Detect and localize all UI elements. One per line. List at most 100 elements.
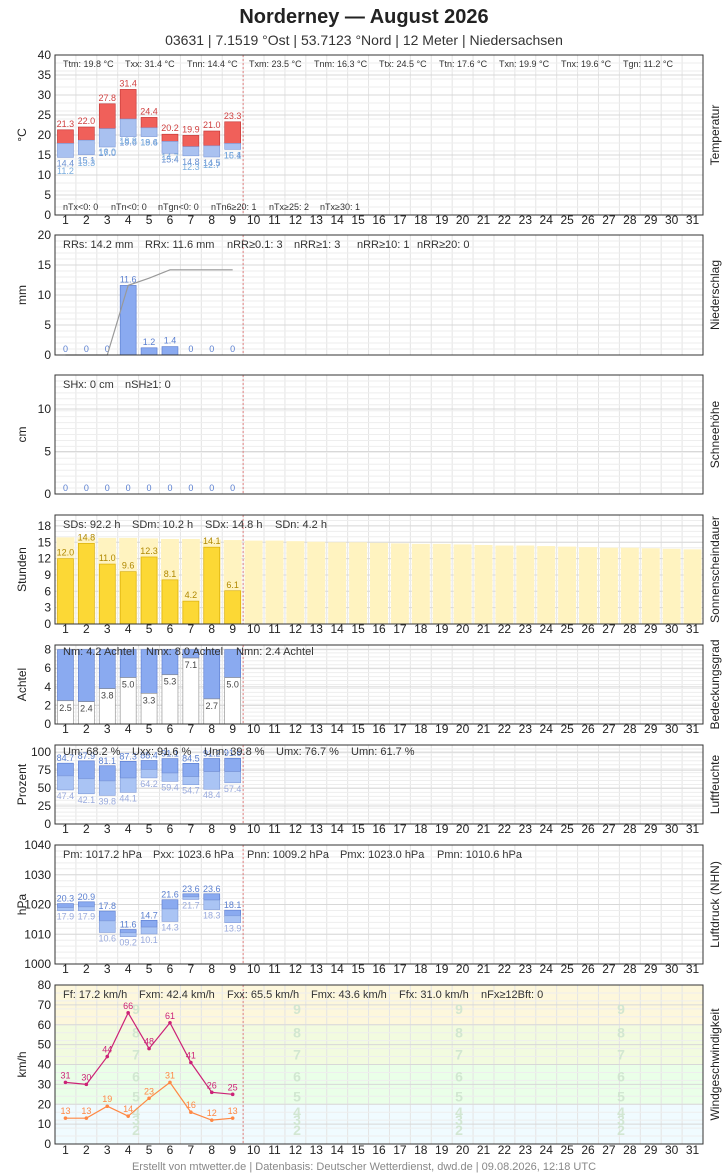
- rain-label: 0: [84, 344, 89, 354]
- y-tick-label: 8: [44, 643, 51, 657]
- tmax-bar: [224, 121, 241, 144]
- side-label: Luftfeuchte: [708, 754, 722, 814]
- x-tick-label: 11: [268, 622, 281, 636]
- x-tick-label: 25: [560, 213, 574, 227]
- sun-possible-bar: [599, 547, 618, 624]
- y-tick-label: 3: [44, 601, 51, 615]
- sun-label: 8.1: [164, 569, 177, 579]
- humid-min-label: 44.1: [119, 793, 137, 803]
- x-tick-label: 14: [331, 622, 345, 636]
- side-label: Sonnenscheindauer: [708, 516, 722, 623]
- x-tick-label: 25: [560, 622, 574, 636]
- rain-label: 0: [209, 344, 214, 354]
- top-stat: Fxx: 65.5 km/h: [227, 989, 299, 1001]
- pressure-min-bar: [78, 906, 95, 912]
- tmin-label: 14.8: [182, 157, 200, 167]
- x-tick-label: 3: [104, 722, 111, 736]
- pressure-max-label: 21.6: [161, 890, 179, 900]
- humid-min-bar: [140, 769, 158, 779]
- bottom-stat: nTn<0: 0: [111, 202, 147, 212]
- x-tick-label: 21: [477, 962, 491, 976]
- humid-max-label: 81.1: [98, 756, 116, 766]
- top-stat: Ffx: 31.0 km/h: [399, 989, 469, 1001]
- y-tick-label: 15: [38, 148, 52, 162]
- x-tick-label: 4: [125, 822, 132, 836]
- x-tick-label: 12: [289, 1143, 303, 1157]
- plot-frame: [54, 644, 704, 725]
- pressure-min-label: 10.1: [140, 935, 158, 945]
- x-tick-label: 10: [247, 622, 261, 636]
- snow-label: 0: [209, 483, 214, 493]
- x-tick-label: 8: [208, 722, 215, 736]
- y-tick-label: 1010: [24, 927, 51, 941]
- x-tick-label: 26: [581, 822, 595, 836]
- wind-max-point: [230, 1092, 235, 1097]
- y-axis-label: Prozent: [15, 763, 29, 805]
- footer-credits: Erstellt von mtwetter.de | Datenbasis: D…: [131, 1161, 597, 1173]
- y-tick-label: 1020: [24, 898, 51, 912]
- humid-min-label: 59.4: [161, 782, 179, 792]
- x-tick-label: 28: [623, 1143, 637, 1157]
- y-axis-label: cm: [15, 427, 29, 443]
- x-tick-label: 19: [435, 722, 449, 736]
- x-tick-label: 21: [477, 1143, 491, 1157]
- x-tick-label: 24: [540, 1143, 554, 1157]
- wind-mean-label: 23: [144, 1086, 154, 1096]
- x-tick-label: 7: [188, 213, 195, 227]
- x-tick-label: 22: [498, 622, 512, 636]
- top-stat: Txx: 31.4 °C: [125, 59, 175, 69]
- y-tick-label: 80: [38, 978, 52, 992]
- y-tick-label: 0: [44, 1137, 51, 1151]
- top-stat: SDx: 14.8 h: [205, 519, 262, 531]
- x-tick-label: 16: [372, 962, 386, 976]
- x-tick-label: 11: [268, 962, 281, 976]
- humid-min-bar: [182, 776, 200, 786]
- pressure-min-label: 13.9: [224, 924, 242, 934]
- x-tick-label: 8: [208, 213, 215, 227]
- x-tick-label: 2: [83, 722, 90, 736]
- wind-mean-label: 14: [123, 1104, 133, 1114]
- top-stat: Ttn: 17.6 °C: [439, 59, 488, 69]
- wind-mean-label: 12: [207, 1108, 217, 1118]
- sun-possible-bar: [307, 541, 326, 624]
- x-tick-label: 3: [104, 962, 111, 976]
- pressure-min-bar: [224, 915, 241, 923]
- x-tick-label: 2: [83, 962, 90, 976]
- rain-label: 0: [230, 344, 235, 354]
- tmin-bar: [203, 145, 221, 158]
- x-tick-label: 1: [62, 722, 69, 736]
- y-axis-label: Achtel: [15, 668, 29, 701]
- x-tick-label: 24: [540, 213, 554, 227]
- rain-bar: [140, 347, 158, 356]
- bottom-stat: nTgn<0: 0: [158, 202, 199, 212]
- y-tick-label: 10: [38, 402, 52, 416]
- x-tick-label: 31: [686, 962, 700, 976]
- top-stat: nFx≥12Bft: 0: [481, 989, 543, 1001]
- x-tick-label: 12: [289, 213, 303, 227]
- x-tick-label: 30: [665, 962, 679, 976]
- x-tick-label: 27: [602, 722, 616, 736]
- tmin-label: 15.4: [161, 154, 179, 164]
- x-tick-label: 17: [393, 213, 407, 227]
- y-tick-label: 10: [38, 288, 52, 302]
- x-tick-label: 20: [456, 722, 470, 736]
- x-tick-label: 28: [623, 722, 637, 736]
- wind-mean-point: [63, 1116, 68, 1120]
- x-tick-label: 14: [331, 722, 345, 736]
- tgn-label: 14.7: [161, 152, 179, 162]
- x-tick-label: 13: [310, 962, 324, 976]
- beaufort-label: 3: [455, 1112, 463, 1128]
- snow-label: 0: [63, 483, 68, 493]
- x-tick-label: 7: [188, 962, 195, 976]
- x-tick-label: 10: [247, 213, 261, 227]
- side-label: Bedeckungsgrad: [708, 639, 722, 729]
- top-stat: Ttm: 19.8 °C: [63, 59, 114, 69]
- humid-min-label: 48.4: [203, 790, 221, 800]
- tmin-label: 19.6: [119, 138, 137, 148]
- y-tick-label: 0: [44, 487, 51, 501]
- wind-mean-point: [126, 1114, 130, 1118]
- x-tick-label: 27: [602, 1143, 616, 1157]
- humid-min-label: 42.1: [78, 795, 96, 805]
- pressure-max-bar: [161, 899, 179, 910]
- x-tick-label: 10: [247, 1143, 261, 1157]
